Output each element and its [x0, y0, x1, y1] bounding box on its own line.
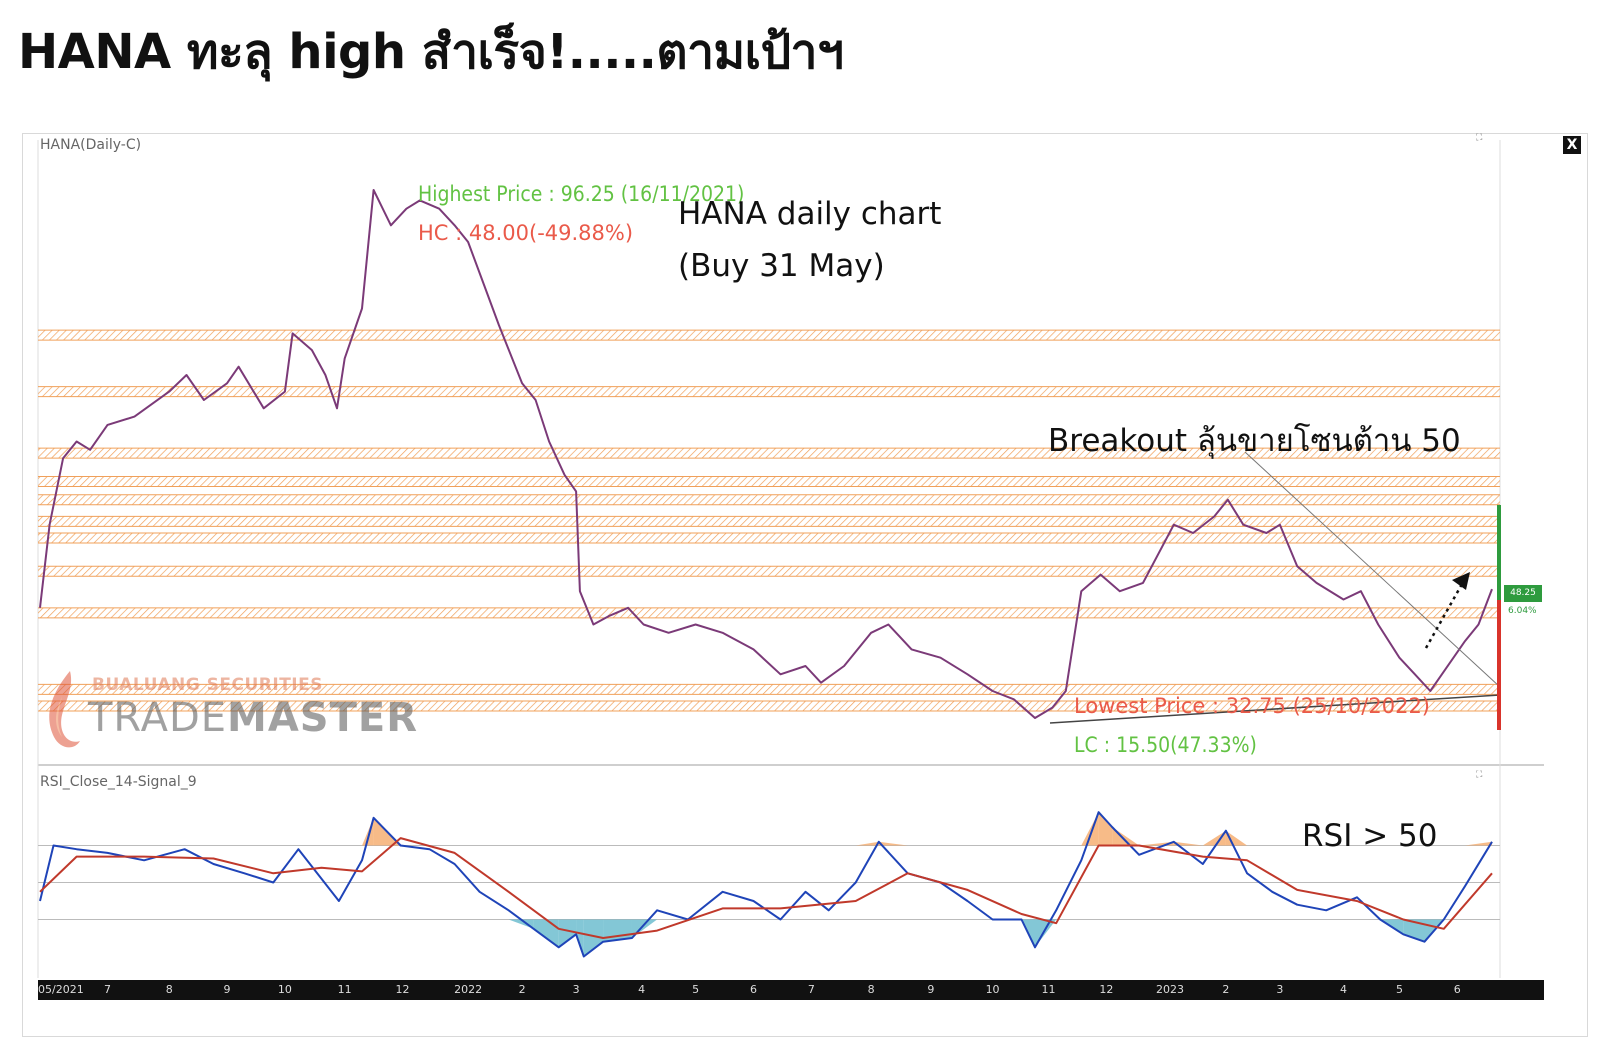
trademaster-logo: BUALUANG SECURITIES TRADEMASTER — [40, 665, 417, 755]
rsi-overbought-fill — [1081, 812, 1099, 846]
zone-band — [38, 330, 1500, 341]
rsi-oversold-fill — [1403, 919, 1425, 942]
uptrend-line — [1049, 694, 1501, 724]
rsi-oversold-fill — [1021, 919, 1035, 948]
close-button[interactable]: X — [1563, 136, 1581, 154]
zone-band — [38, 532, 1500, 543]
price-line — [39, 189, 1493, 719]
x-tick-label: 3 — [572, 983, 580, 996]
chart-title-line2: (Buy 31 May) — [678, 248, 885, 284]
x-tick-label: 6 — [749, 983, 757, 996]
last-price-tag: 48.25 — [1504, 585, 1542, 602]
x-tick-label: 10 — [985, 983, 1000, 996]
x-tick-label: 2 — [518, 983, 526, 996]
x-tick-label: 5 — [1395, 983, 1403, 996]
zone-band — [38, 607, 1500, 618]
logo-main-light: TRADE — [88, 695, 228, 741]
rsi-oversold-fill — [508, 919, 534, 929]
expand-icon-rsi[interactable]: ⛶ — [1476, 770, 1483, 780]
x-tick-label: 05/2021 — [38, 983, 84, 996]
x-tick-label: 11 — [1041, 983, 1056, 996]
target-arrow — [1424, 583, 1464, 649]
rsi-oversold-fill — [558, 919, 577, 948]
x-tick-label: 4 — [1340, 983, 1348, 996]
x-tick-label: 5 — [692, 983, 700, 996]
rsi-overbought-fill — [1465, 841, 1492, 846]
zone-band — [38, 516, 1500, 527]
zone-band — [38, 566, 1500, 577]
rsi-oversold-fill — [576, 919, 584, 957]
x-tick-label: 2022 — [454, 983, 483, 996]
rsi-overbought-fill — [1098, 812, 1113, 846]
rsi-overbought-fill — [878, 841, 908, 846]
rsi-indicator-label: RSI_Close_14-Signal_9 — [40, 774, 197, 790]
rsi-oversold-fill — [533, 919, 559, 948]
zone-band — [38, 448, 1500, 459]
x-tick-label: 6 — [1453, 983, 1461, 996]
highest-price-label: Highest Price : 96.25 (16/11/2021) — [418, 182, 745, 206]
x-axis: 05/2021 7 8 9 10 11 12 2022 2 3 4 5 6 7 8 9 10 11 12 2023 2 3… — [38, 980, 1544, 1000]
x-tick-label: 11 — [337, 983, 352, 996]
x-tick-label: 10 — [277, 983, 292, 996]
scale-bar-down — [1497, 600, 1501, 730]
logo-main-text: TRADEMASTER — [88, 695, 418, 741]
zone-band — [38, 684, 1500, 695]
x-tick-label: 9 — [223, 983, 231, 996]
lc-label: LC : 15.50(47.33%) — [1074, 733, 1257, 757]
x-tick-label: 7 — [103, 983, 111, 996]
logo-top-text: BUALUANG SECURITIES — [92, 675, 323, 695]
rsi-note: RSI > 50 — [1302, 818, 1438, 854]
x-tick-label: 3 — [1276, 983, 1284, 996]
x-tick-label: 12 — [1099, 983, 1114, 996]
logo-main-bold: MASTER — [227, 695, 419, 741]
x-tick-label: 8 — [165, 983, 173, 996]
x-tick-label: 9 — [927, 983, 935, 996]
chart-title-line1: HANA daily chart — [678, 196, 942, 232]
hc-label: HC : 48.00(-49.88%) — [418, 221, 634, 245]
rsi-overbought-fill — [1202, 830, 1226, 846]
breakout-label: Breakout ลุ้นขายโซนต้าน 50 — [1048, 423, 1461, 459]
last-change-tag: 6.04% — [1508, 606, 1537, 616]
zone-band — [38, 386, 1500, 397]
rsi-overbought-fill — [855, 841, 879, 846]
downtrend-line — [1244, 451, 1501, 688]
x-tick-label: 7 — [807, 983, 815, 996]
price-indicator-label: HANA(Daily-C) — [40, 137, 142, 153]
rsi-oversold-fill — [1034, 919, 1057, 948]
chart-panel: X — [22, 133, 1588, 1037]
x-tick-label: 4 — [638, 983, 646, 996]
x-tick-label: 2 — [1222, 983, 1230, 996]
rsi-oversold-fill — [583, 919, 604, 957]
target-arrowhead — [1452, 572, 1470, 590]
rsi-signal-line — [39, 837, 1493, 939]
x-tick-label: 8 — [867, 983, 875, 996]
zone-band — [38, 476, 1500, 487]
rsi-overbought-fill — [1173, 841, 1203, 846]
x-tick-label: 12 — [395, 983, 410, 996]
page-title: HANA ทะลุ high สำเร็จ!.....ตามเป้าฯ — [18, 24, 844, 80]
x-tick-label: 2023 — [1155, 983, 1184, 996]
scale-bar-up — [1497, 505, 1501, 600]
rsi-line — [39, 811, 1493, 958]
zone-band — [38, 700, 1500, 711]
expand-icon[interactable]: ⛶ — [1476, 133, 1483, 143]
lowest-price-label: Lowest Price : 32.75 (25/10/2022) — [1074, 694, 1430, 718]
rsi-overbought-fill — [1112, 827, 1140, 846]
zone-band — [38, 494, 1500, 505]
